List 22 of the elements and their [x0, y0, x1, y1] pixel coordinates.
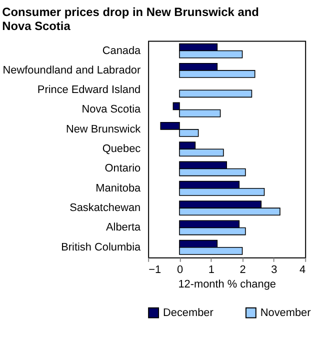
y-tick-label: Prince Edward Island	[37, 84, 141, 96]
y-tick-label: New Brunswick	[66, 123, 142, 136]
y-tick-label: Ontario	[104, 162, 141, 175]
legend-label: December	[162, 306, 214, 319]
y-tick-label: Newfoundland and Labrador	[2, 64, 141, 76]
bar	[179, 90, 252, 98]
x-tick-label: 1	[208, 264, 214, 276]
x-tick-label: −1	[148, 264, 162, 276]
x-tick-label: 3	[271, 264, 278, 276]
x-tick-label: 2	[240, 264, 246, 276]
x-tick-label: 0	[176, 264, 184, 276]
x-axis-title: 12-month % change	[178, 278, 276, 291]
x-tick-label: 4	[300, 264, 306, 276]
y-tick-label: Alberta	[106, 222, 142, 234]
y-tick-label: Quebec	[102, 143, 142, 156]
y-tick-label: Canada	[102, 44, 142, 57]
y-tick-label: British Columbia	[61, 241, 142, 254]
y-tick-label: Manitoba	[96, 182, 142, 194]
y-tick-label: Nova Scotia	[82, 104, 142, 116]
legend-label: November	[260, 306, 312, 319]
y-tick-label: Saskatchewan	[70, 202, 141, 214]
chart-title: Consumer prices drop in New Brunswick and Nova Scotia	[2, 4, 259, 33]
